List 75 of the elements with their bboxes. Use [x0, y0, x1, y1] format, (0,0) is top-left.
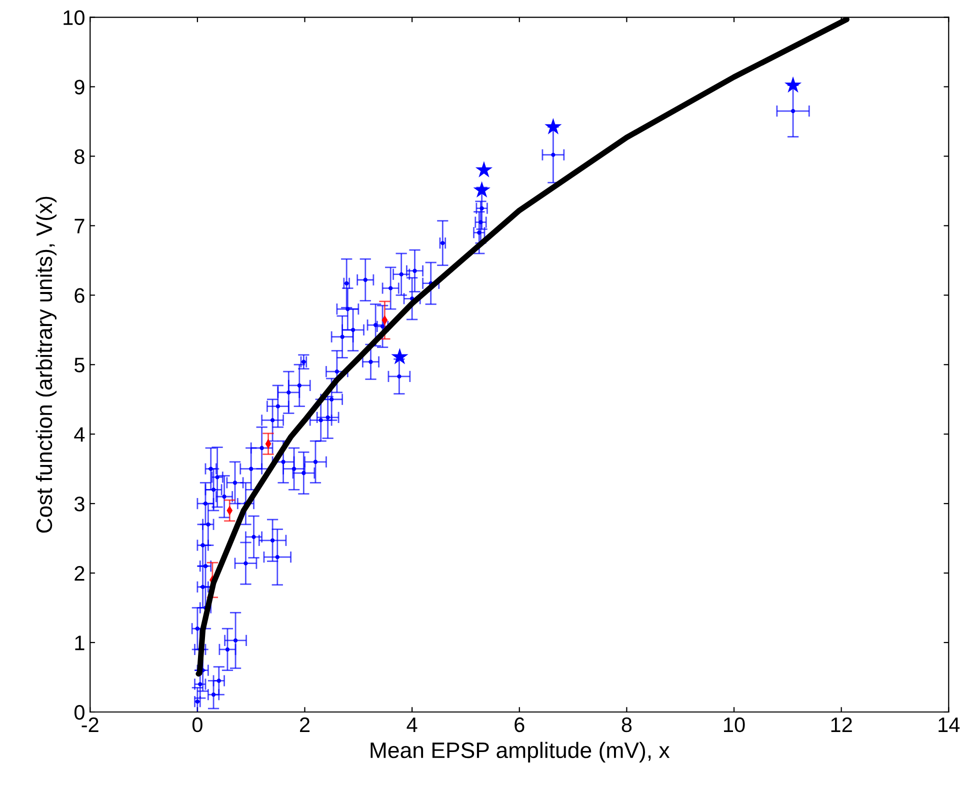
point [340, 334, 344, 339]
point [281, 460, 286, 464]
point [334, 369, 340, 374]
point [203, 564, 208, 568]
point [275, 554, 280, 560]
point [215, 475, 220, 480]
point [391, 348, 408, 364]
point [232, 480, 238, 485]
point [249, 466, 254, 471]
point [270, 538, 275, 542]
point [329, 397, 334, 402]
y-tick-label: 6 [74, 288, 84, 303]
y-tick-label: 1 [75, 636, 84, 650]
point [373, 322, 378, 328]
x-tick-label: 14 [938, 718, 960, 732]
y-tick-label: 8 [74, 149, 84, 164]
point [225, 647, 230, 652]
point [200, 543, 205, 548]
point [368, 360, 373, 364]
point [473, 181, 490, 198]
point [551, 152, 556, 157]
point [297, 383, 302, 388]
point [318, 418, 323, 422]
x-tick-label: 10 [724, 717, 745, 732]
point [790, 108, 796, 114]
y-tick-label: 7 [74, 218, 84, 234]
point [211, 692, 216, 697]
x-tick-label: 6 [514, 717, 524, 732]
point [198, 682, 202, 686]
point [270, 418, 275, 422]
point [313, 460, 318, 464]
x-tick-label: 12 [831, 717, 852, 732]
point [388, 286, 393, 290]
point [326, 415, 330, 420]
y-tick-label: 2 [74, 566, 84, 581]
point [195, 626, 200, 631]
y-tick-label: 9 [74, 80, 84, 94]
x-tick-label: 0 [192, 717, 202, 732]
point [475, 161, 493, 178]
point [302, 470, 306, 476]
point [480, 206, 484, 210]
point [222, 494, 226, 499]
point [260, 446, 264, 450]
point [363, 278, 368, 282]
y-tick-label: 10 [64, 10, 84, 26]
y-tick-label: 5 [74, 358, 84, 372]
point [233, 638, 238, 643]
point [477, 230, 482, 235]
point [208, 466, 213, 471]
point [412, 268, 417, 273]
point [244, 561, 248, 566]
point [203, 501, 208, 506]
x-axis-title: Mean EPSP amplitude (mV), x [370, 742, 670, 763]
point [544, 118, 562, 134]
point [252, 534, 256, 540]
point [784, 76, 802, 93]
point [211, 488, 216, 492]
y-tick-label: 3 [74, 496, 84, 512]
point [200, 584, 205, 590]
x-tick-label: 4 [406, 718, 418, 732]
point [380, 324, 385, 329]
point [286, 390, 291, 395]
point [399, 272, 404, 276]
point [350, 328, 356, 332]
x-tick-label: 8 [622, 717, 632, 732]
point [216, 678, 221, 683]
point [292, 466, 296, 471]
y-axis-title: Cost function (arbitrary units), V(x) [36, 196, 57, 533]
y-tick-label: 4 [74, 427, 85, 442]
x-tick-label: 2 [300, 717, 310, 732]
point [478, 220, 483, 224]
point [346, 306, 350, 312]
point [397, 374, 402, 379]
point [276, 404, 280, 408]
point [206, 522, 210, 527]
